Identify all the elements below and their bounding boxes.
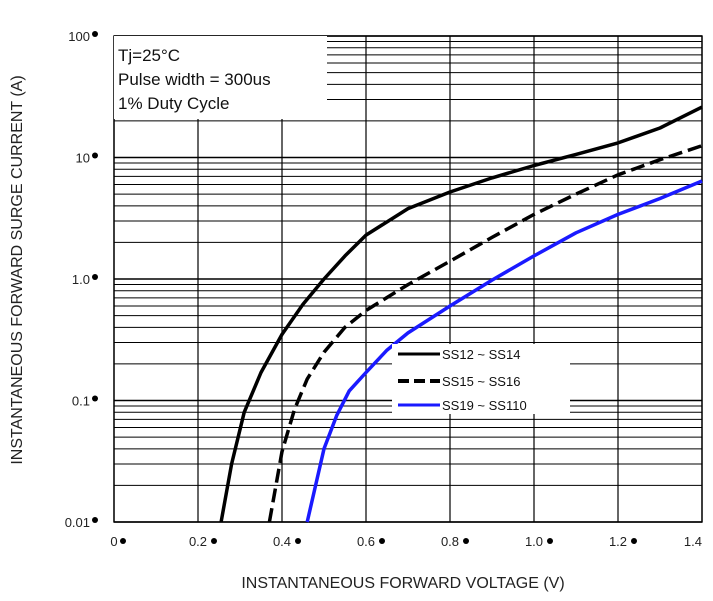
- plot-frame: [113, 35, 703, 523]
- x-tick-labels: 0 0.2 0.4 0.6 0.8 1.0 1.2 1.4: [110, 534, 702, 549]
- data-curves: [219, 105, 703, 523]
- annotation-duty: 1% Duty Cycle: [118, 94, 229, 113]
- series-line-ss15-ss16: [267, 144, 703, 523]
- y-tick-dot: [92, 395, 98, 402]
- x-tick-label: 0.2: [189, 534, 207, 549]
- y-tick-dot: [92, 152, 98, 159]
- x-tick-dot: [547, 538, 553, 544]
- x-tick-label: 0.6: [357, 534, 375, 549]
- x-tick-dot: [120, 538, 126, 544]
- y-axis-title: INSTANTANEOUS FORWARD SURGE CURRENT (A): [9, 75, 26, 464]
- legend-label-ss19-ss110: SS19 ~ SS110: [442, 398, 527, 413]
- y-tick-label: 10: [76, 151, 90, 166]
- y-tick-label: 1.0: [72, 272, 90, 287]
- x-tick-dot: [463, 538, 469, 544]
- grid-lines: [113, 35, 703, 523]
- y-tick-dot: [92, 31, 98, 37]
- legend-label-ss12-ss14: SS12 ~ SS14: [442, 347, 520, 362]
- annotation-temp: Tj=25°C: [118, 46, 180, 65]
- x-tick-label: 0: [110, 534, 117, 549]
- x-tick-label: 1.4: [684, 534, 702, 549]
- y-tick-label: 100: [68, 29, 90, 44]
- legend-label-ss15-ss16: SS15 ~ SS16: [442, 374, 520, 389]
- x-tick-dot: [211, 538, 217, 544]
- legend: SS12 ~ SS14 SS15 ~ SS16 SS19 ~ SS110: [392, 344, 570, 414]
- x-tick-dot: [379, 538, 385, 544]
- series-line-ss19-ss110: [305, 179, 703, 523]
- x-tick-label: 1.2: [609, 534, 627, 549]
- x-tick-label: 0.8: [441, 534, 459, 549]
- y-tick-labels: 0.01 0.1 1.0 10 100: [65, 29, 98, 530]
- x-tick-dot: [295, 538, 301, 544]
- x-tick-label: 0.4: [273, 534, 291, 549]
- y-tick-dot: [92, 274, 98, 280]
- x-axis-title: INSTANTANEOUS FORWARD VOLTAGE (V): [241, 575, 564, 592]
- series-line-ss12-ss14: [219, 105, 703, 523]
- annotation-box: [114, 36, 327, 119]
- x-tick-label: 1.0: [525, 534, 543, 549]
- y-tick-label: 0.1: [72, 394, 90, 409]
- annotation-pulse: Pulse width = 300us: [118, 70, 271, 89]
- x-tick-dot: [631, 538, 637, 544]
- y-tick-label: 0.01: [65, 515, 90, 530]
- y-tick-dot: [92, 517, 98, 523]
